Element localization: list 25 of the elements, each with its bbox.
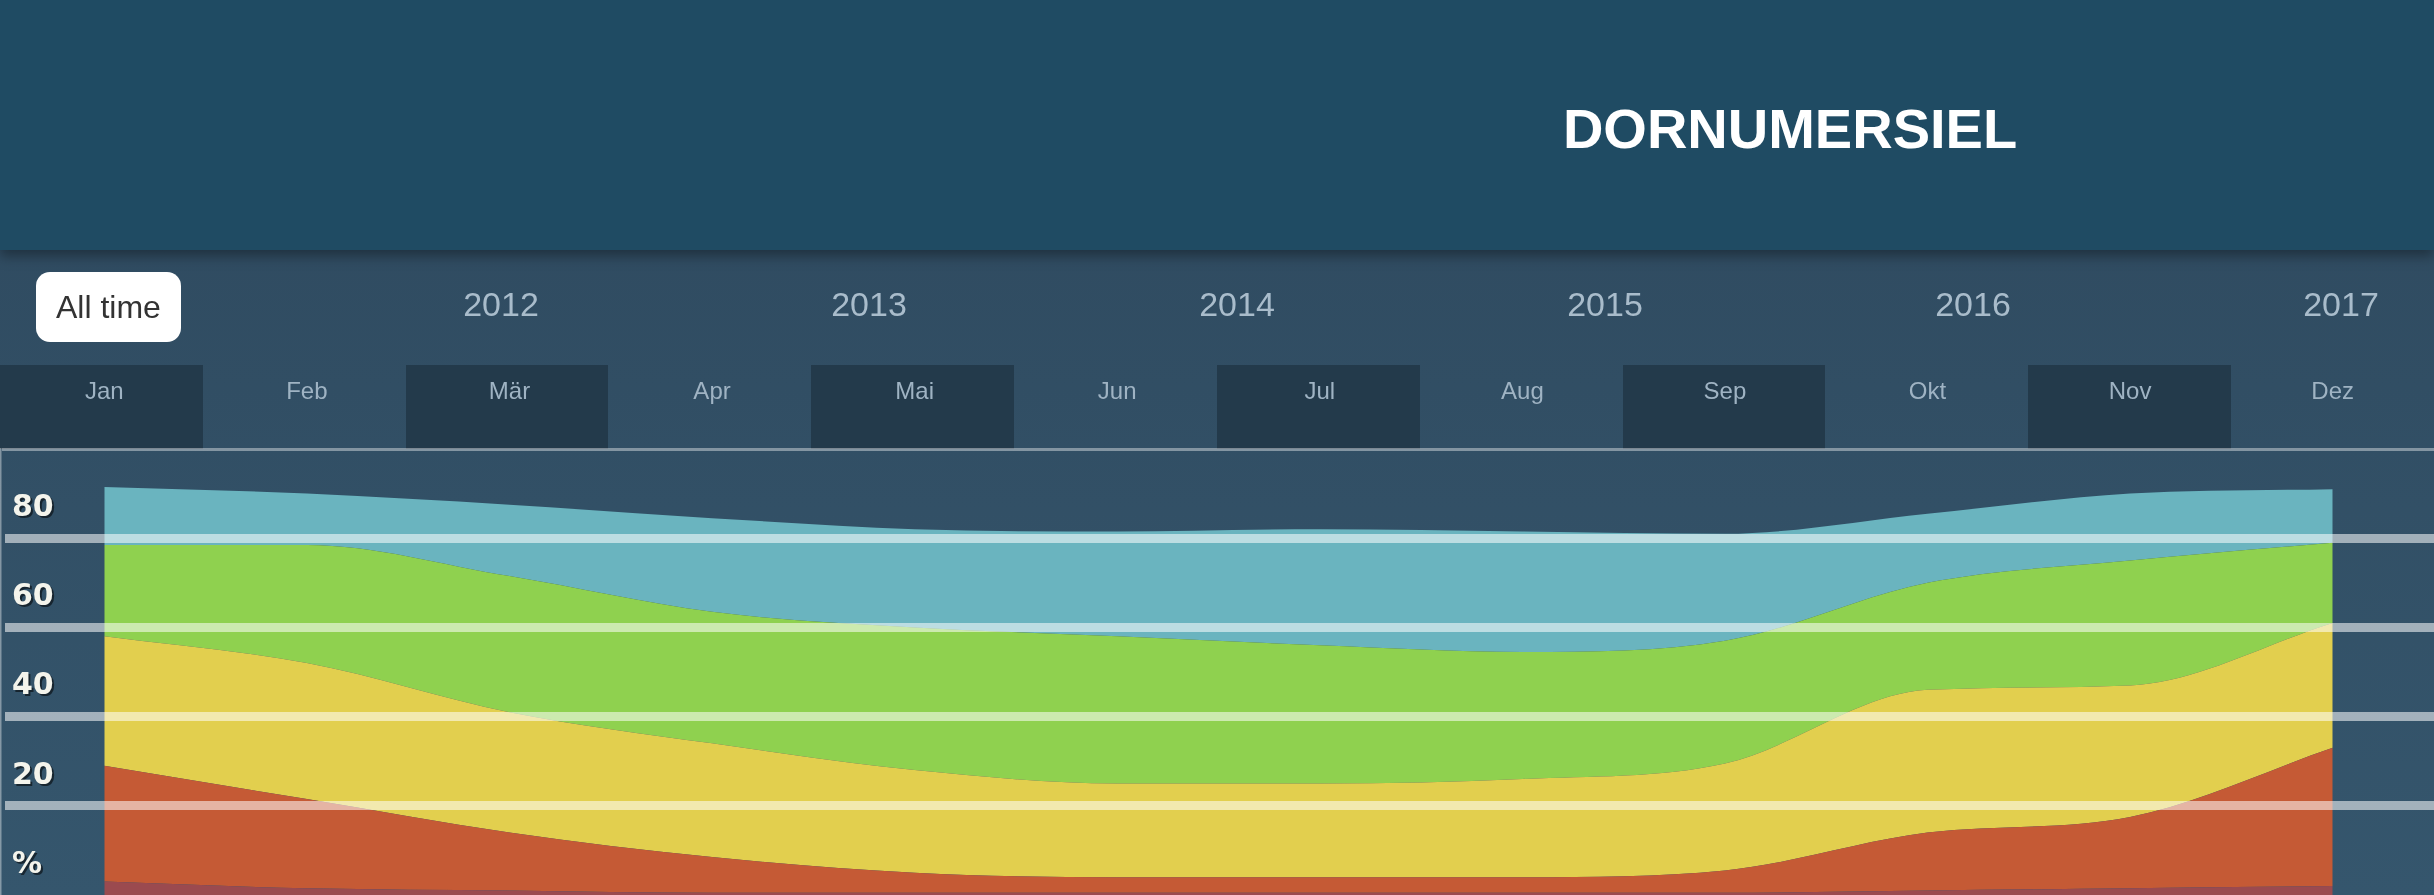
y-tick-label: % xyxy=(14,846,45,882)
x-tick-label: Mai xyxy=(895,377,934,405)
text: All time xyxy=(36,272,181,342)
x-tick-label: Apr xyxy=(693,377,731,405)
x-tick-label: Mär xyxy=(488,377,531,405)
y-tick-label: 80 xyxy=(14,490,56,525)
y-tick-label: 40 xyxy=(14,668,56,704)
x-tick-label: Okt xyxy=(1908,377,1947,405)
text: 2014 xyxy=(1198,285,1276,324)
x-tick-label: Nov xyxy=(2108,377,2152,405)
y-tick-label: 60 xyxy=(14,579,56,615)
x-tick-label: Sep xyxy=(1703,377,1747,405)
x-tick-label: Jul xyxy=(1304,377,1336,405)
x-tick-label: Jan xyxy=(84,377,124,405)
x-tick-label: Feb xyxy=(286,377,328,405)
chart-title: DORNUMERSIEL xyxy=(1561,96,2019,161)
x-tick-label: Jun xyxy=(1097,377,1137,405)
text: 2012 xyxy=(462,285,540,324)
y-tick-label: 20 xyxy=(14,757,56,793)
x-tick-label: Dez xyxy=(2311,377,2355,405)
text: 2013 xyxy=(830,285,908,324)
text: 2015 xyxy=(1566,285,1644,324)
text: 2016 xyxy=(1934,285,2012,324)
text: 2017 xyxy=(2302,285,2380,324)
x-tick-label: Aug xyxy=(1501,377,1544,405)
